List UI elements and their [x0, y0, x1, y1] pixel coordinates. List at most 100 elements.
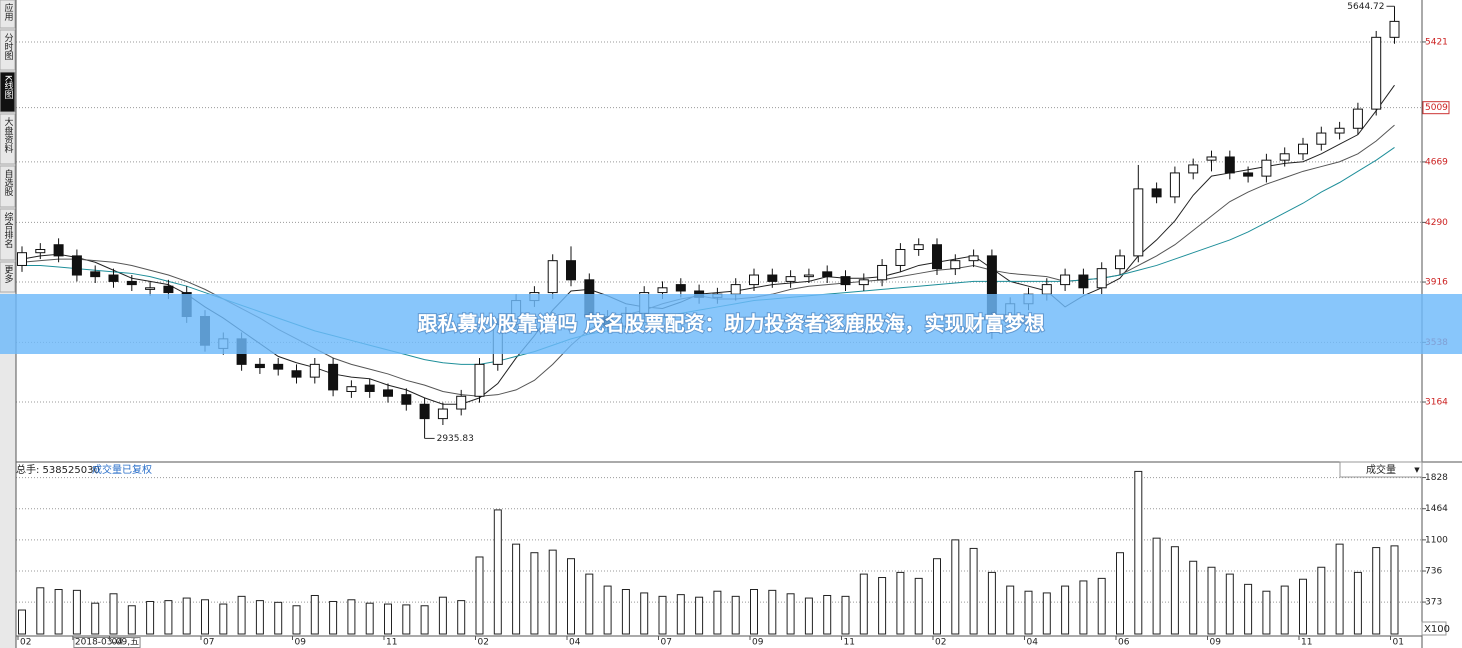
candle-body — [1224, 156, 1235, 174]
volume-bar — [969, 547, 978, 635]
sidebar-tab[interactable] — [0, 261, 16, 293]
candle-body — [877, 264, 888, 281]
candle-body — [163, 285, 174, 294]
x-tick-label: 11 — [844, 638, 855, 648]
volume-bar — [72, 589, 81, 635]
volume-bar — [109, 593, 118, 635]
y-tick-label: 3164 — [1425, 398, 1448, 408]
sidebar-tab-label[interactable]: 分时图 — [3, 33, 14, 61]
volume-bar — [402, 604, 411, 635]
candle-body — [1188, 164, 1199, 174]
sidebar-tab-label[interactable]: 大盘资料 — [3, 116, 14, 154]
volume-bar — [127, 605, 136, 635]
volume-bar — [914, 577, 923, 635]
candle-body — [1115, 255, 1125, 270]
volume-bar — [1042, 592, 1051, 635]
volume-bar — [878, 577, 887, 635]
candle-body — [273, 363, 284, 370]
volume-bar — [91, 602, 100, 635]
banner-text: 跟私募炒股靠谱吗 茂名股票配资：助力投资者逐鹿股海，实现财富梦想 — [418, 312, 1045, 336]
volume-bar — [933, 558, 941, 635]
volume-bar — [365, 602, 374, 635]
candle-body — [1169, 172, 1180, 198]
volume-bar — [457, 600, 466, 635]
volume-selector[interactable] — [1339, 461, 1423, 478]
volume-bar — [750, 589, 758, 635]
y-tick-label: 5009 — [1425, 103, 1448, 113]
volume-bar — [1335, 543, 1344, 635]
sidebar-tab-label[interactable]: K线图 — [3, 75, 14, 100]
candle-body — [547, 260, 558, 294]
x-tick-label: 11 — [1301, 638, 1312, 648]
sidebar-tab[interactable] — [0, 165, 16, 208]
volume-bar — [1097, 577, 1106, 635]
candle-body — [1243, 172, 1254, 177]
volume-bar — [164, 600, 173, 635]
candle-body — [71, 255, 82, 276]
candle-body — [950, 260, 961, 270]
candle-body — [145, 287, 156, 290]
volume-bar — [182, 597, 191, 635]
volume-bar — [1116, 552, 1124, 635]
volume-bar — [603, 585, 612, 635]
x-tick-label: 02 — [935, 638, 946, 648]
sidebar-tab[interactable] — [0, 29, 16, 71]
dropdown-arrow[interactable]: ▼ — [1414, 466, 1420, 474]
candle-body — [1041, 284, 1052, 295]
volume-bar — [640, 592, 649, 635]
candle-body — [53, 244, 64, 257]
x-tick-label: 09 — [752, 638, 764, 648]
volume-bar — [310, 594, 319, 635]
volume-bar — [475, 556, 484, 635]
volume-bar — [219, 603, 228, 635]
candle-body — [1371, 36, 1382, 110]
candle-body — [657, 287, 668, 294]
volume-bar — [1225, 573, 1234, 635]
volume-bar — [1134, 470, 1143, 635]
volume-bar — [713, 590, 722, 635]
volume-bar — [1372, 547, 1381, 635]
volume-bar — [512, 543, 521, 635]
sidebar-tab-label[interactable]: 自选股 — [3, 168, 14, 197]
y-tick-label: 4669 — [1425, 157, 1448, 167]
x-tick-label: 07 — [203, 638, 214, 648]
sidebar-tab-label[interactable]: 更多 — [3, 265, 14, 284]
candle-body — [35, 249, 46, 254]
volume-bar — [54, 589, 63, 635]
candle-body — [108, 274, 119, 282]
sidebar-tab[interactable] — [0, 0, 16, 29]
candle-body — [1279, 153, 1290, 161]
volume-bar — [1079, 580, 1088, 635]
y-tick-label: 3916 — [1425, 278, 1448, 288]
x-tick-label: 04 — [112, 638, 124, 648]
volume-bar — [1353, 571, 1362, 635]
x-tick-label: 02 — [478, 638, 489, 648]
volume-bar — [274, 601, 283, 635]
volume-bar — [731, 595, 740, 635]
candle-body — [1060, 274, 1071, 286]
candle-body — [913, 244, 924, 251]
volume-bar — [1390, 545, 1399, 635]
volume-bar — [420, 605, 429, 635]
volume-bar — [823, 594, 832, 635]
sidebar-tab[interactable] — [0, 208, 16, 261]
sidebar-tab[interactable] — [0, 113, 16, 165]
volume-bar — [951, 539, 960, 635]
volume-selector-label[interactable]: 成交量 — [1366, 463, 1396, 476]
volume-bar — [530, 552, 539, 635]
y-tick-label: 736 — [1425, 567, 1442, 577]
candle-body — [1352, 108, 1363, 129]
sidebar-tab[interactable] — [0, 71, 16, 113]
candle-body — [17, 252, 27, 266]
sidebar-tab-label[interactable]: 综合排名 — [3, 211, 14, 249]
volume-bar — [859, 573, 868, 635]
candle-body — [1206, 156, 1217, 161]
x-tick-label: 04 — [1027, 638, 1039, 648]
volume-bar — [292, 605, 301, 635]
sidebar-tab-label[interactable]: 应用 — [3, 2, 14, 22]
candle-body — [767, 274, 778, 282]
volume-bar — [658, 595, 667, 635]
volume-bar — [585, 573, 594, 635]
